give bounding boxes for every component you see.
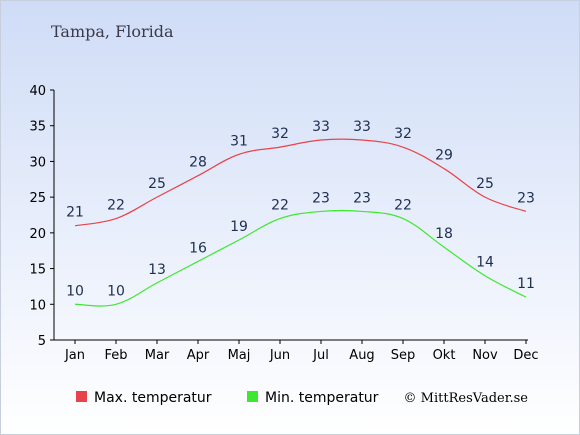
x-tick-label: Nov bbox=[472, 348, 498, 363]
y-tick-label: 40 bbox=[29, 84, 46, 99]
data-label-max: 28 bbox=[189, 155, 207, 171]
data-label-max: 33 bbox=[353, 119, 371, 135]
data-label-min: 16 bbox=[189, 240, 207, 256]
data-label-max: 21 bbox=[66, 205, 84, 221]
series-layer bbox=[74, 138, 527, 307]
x-tick-label: Feb bbox=[104, 348, 127, 363]
data-label-min: 10 bbox=[66, 283, 84, 299]
legend-label-max: Max. temperatur bbox=[94, 390, 212, 406]
legend-label-min: Min. temperatur bbox=[265, 390, 379, 406]
y-tick-label: 5 bbox=[38, 334, 46, 349]
x-tick-label: Aug bbox=[349, 348, 374, 363]
x-axis-ticks: Jan Feb Mar Apr Maj Jun Jul Aug Sep Okt Nov Dec bbox=[64, 340, 539, 363]
x-tick-label: Maj bbox=[228, 348, 251, 363]
legend: Max. temperatur Min. temperatur bbox=[76, 390, 379, 406]
data-label-min: 11 bbox=[517, 276, 535, 292]
y-tick-label: 35 bbox=[29, 120, 46, 135]
legend-swatch-min bbox=[247, 391, 258, 402]
data-label-max: 25 bbox=[148, 176, 166, 192]
y-tick-label: 25 bbox=[29, 191, 46, 206]
chart-title: Tampa, Florida bbox=[51, 22, 174, 41]
series-line-max bbox=[74, 138, 527, 227]
data-label-min: 22 bbox=[271, 198, 289, 214]
y-tick-label: 30 bbox=[29, 155, 46, 170]
legend-swatch-max bbox=[76, 391, 87, 402]
credit-text: © MittResVader.se bbox=[404, 391, 529, 406]
data-label-max: 33 bbox=[312, 119, 330, 135]
data-label-max: 32 bbox=[394, 126, 412, 142]
x-tick-label: Jun bbox=[269, 348, 290, 363]
y-tick-label: 20 bbox=[29, 227, 46, 242]
data-label-max: 32 bbox=[271, 126, 289, 142]
data-label-min: 18 bbox=[435, 226, 453, 242]
data-labels: 21 22 25 28 31 32 33 33 32 29 25 23 10 10 13 16 19 22 23 23… bbox=[66, 119, 535, 299]
data-label-min: 19 bbox=[230, 219, 248, 235]
x-tick-label: Apr bbox=[187, 348, 210, 363]
data-label-min: 23 bbox=[353, 190, 371, 206]
y-tick-label: 15 bbox=[29, 263, 46, 278]
data-label-max: 25 bbox=[476, 176, 494, 192]
data-label-min: 22 bbox=[394, 198, 412, 214]
data-label-min: 14 bbox=[476, 255, 494, 271]
x-tick-label: Sep bbox=[391, 348, 416, 363]
x-tick-label: Mar bbox=[145, 348, 170, 363]
data-label-max: 23 bbox=[517, 190, 535, 206]
x-tick-label: Jul bbox=[312, 348, 329, 363]
y-tick-label: 10 bbox=[29, 298, 46, 313]
y-axis-ticks: 5 10 15 20 25 30 35 40 bbox=[29, 84, 54, 349]
series-line-min bbox=[74, 209, 527, 307]
data-label-max: 22 bbox=[107, 198, 125, 214]
data-label-max: 29 bbox=[435, 148, 453, 164]
data-label-min: 13 bbox=[148, 262, 166, 278]
x-tick-label: Jan bbox=[64, 348, 85, 363]
x-tick-label: Dec bbox=[513, 348, 538, 363]
x-tick-label: Okt bbox=[433, 348, 456, 363]
data-label-min: 10 bbox=[107, 283, 125, 299]
data-label-min: 23 bbox=[312, 190, 330, 206]
data-label-max: 31 bbox=[230, 133, 248, 149]
